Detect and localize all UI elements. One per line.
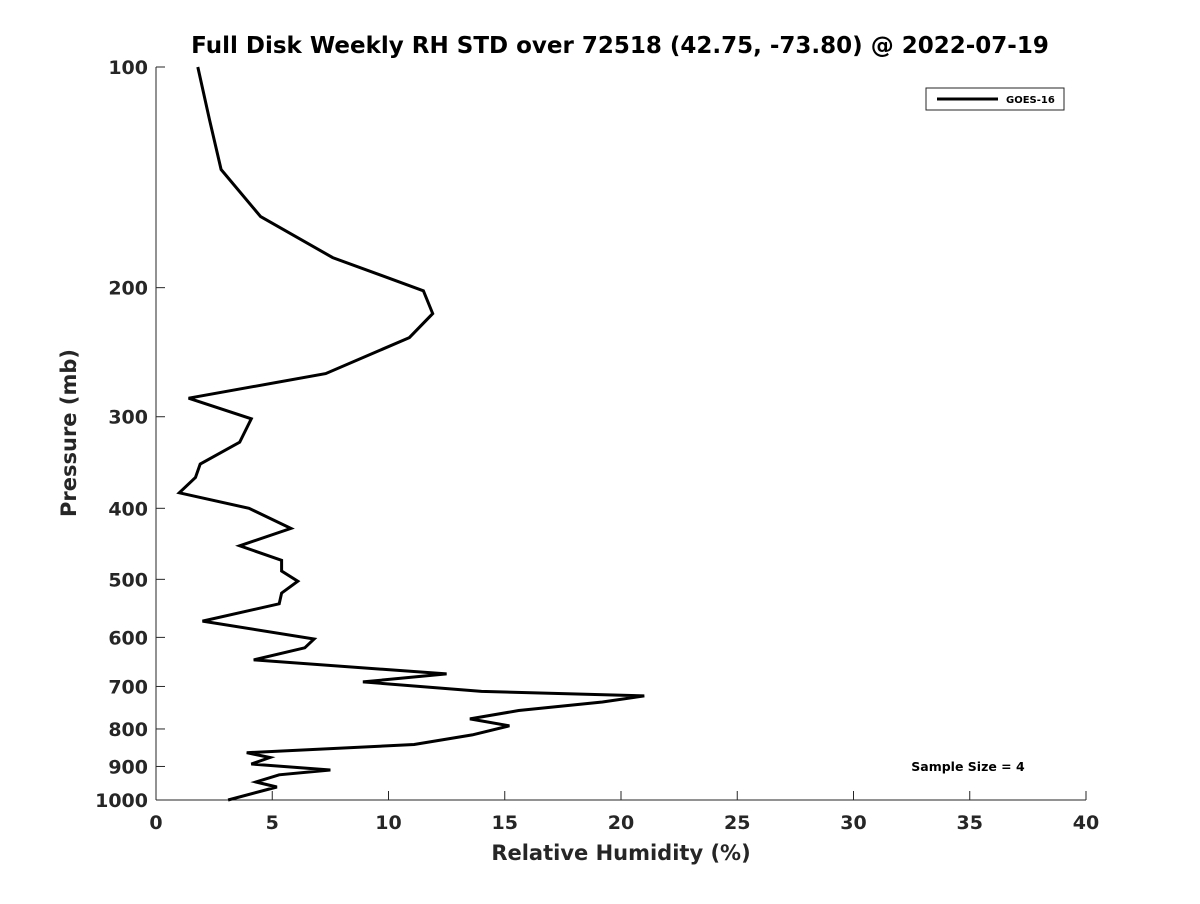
x-tick-label-2: 10 xyxy=(375,812,401,834)
y-tick-label-0: 100 xyxy=(108,57,148,79)
y-tick-label-9: 1000 xyxy=(95,790,148,812)
y-ticks: 100 200 300 400 500 600 700 800 900 1000 xyxy=(95,57,165,812)
series-group xyxy=(176,66,645,802)
y-tick-label-1: 200 xyxy=(108,278,148,300)
x-tick-label-6: 30 xyxy=(840,812,866,834)
y-tick-label-3: 400 xyxy=(108,498,148,520)
y-tick-label-4: 500 xyxy=(108,569,148,591)
x-tick-label-4: 20 xyxy=(608,812,634,834)
x-tick-label-5: 25 xyxy=(724,812,750,834)
x-tick-label-8: 40 xyxy=(1073,812,1099,834)
y-tick-label-8: 900 xyxy=(108,756,148,778)
y-tick-label-7: 800 xyxy=(108,719,148,741)
y-tick-label-6: 700 xyxy=(108,676,148,698)
y-tick-label-2: 300 xyxy=(108,407,148,429)
chart-title: Full Disk Weekly RH STD over 72518 (42.7… xyxy=(191,33,1049,59)
y-tick-label-5: 600 xyxy=(108,627,148,649)
x-tick-label-7: 35 xyxy=(957,812,983,834)
x-tick-label-1: 5 xyxy=(266,812,279,834)
x-axis-label: Relative Humidity (%) xyxy=(491,841,750,865)
legend: GOES-16 xyxy=(925,87,1065,111)
sample-size-annotation: Sample Size = 4 xyxy=(911,759,1025,774)
y-axis-label: Pressure (mb) xyxy=(57,349,81,517)
x-tick-label-0: 0 xyxy=(149,812,162,834)
series-line-goes-16 xyxy=(176,66,645,802)
x-tick-label-3: 15 xyxy=(492,812,518,834)
x-ticks: 0 5 10 15 20 25 30 35 40 xyxy=(149,791,1099,834)
legend-label-goes-16: GOES-16 xyxy=(1006,95,1055,106)
